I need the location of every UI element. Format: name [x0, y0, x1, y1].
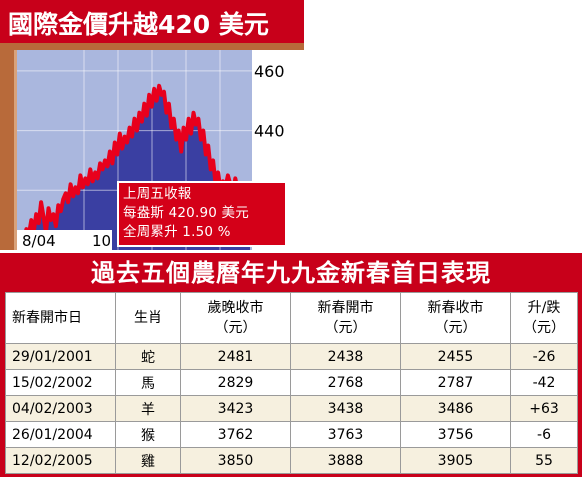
price-line [17, 83, 252, 250]
table-cell: 26/01/2004 [5, 421, 116, 448]
column-header: 生肖 [115, 292, 181, 344]
table-cell: 2787 [400, 369, 511, 396]
x-axis-label-band [17, 230, 112, 250]
column-header-line: 新春開市日 [12, 310, 82, 326]
table-cell: 2438 [290, 343, 401, 370]
column-header: 新春開市 （元） [290, 292, 401, 344]
table-row: 29/01/2001 蛇 2481 2438 2455 -26 [5, 343, 578, 370]
table-row: 12/02/2005 雞 3850 3888 3905 55 [5, 447, 578, 474]
column-header-line: 生肖 [134, 310, 162, 326]
table-cell: 2455 [400, 343, 511, 370]
table-cell: +63 [510, 395, 578, 422]
table-cell: 3888 [290, 447, 401, 474]
column-header-line: （元） [214, 320, 257, 336]
table-cell: 15/02/2002 [5, 369, 116, 396]
table-cell: 29/01/2001 [5, 343, 116, 370]
column-header: 新春收市 （元） [400, 292, 511, 344]
column-header-line: （元） [324, 320, 367, 336]
table-cell: 55 [510, 447, 578, 474]
table-row: 26/01/2004 猴 3762 3763 3756 -6 [5, 421, 578, 448]
column-header-line: （元） [434, 320, 477, 336]
callout-line-2: 每盎斯 420.90 美元 [123, 205, 249, 221]
callout-line-1: 上周五收報 [123, 186, 192, 202]
price-callout: 上周五收報 每盎斯 420.90 美元 全周累升 1.50 % [117, 181, 287, 247]
table-cell: 3756 [400, 421, 511, 448]
performance-table-panel: 過去五個農曆年九九金新春首日表現 新春開市日 生肖 歲晚收市 （元） 新春開市 （元） 新春… [0, 253, 582, 477]
table-cell: 3905 [400, 447, 511, 474]
column-header-line: 歲晚收市 [207, 300, 264, 316]
table-cell: 12/02/2005 [5, 447, 116, 474]
table-cell: 04/02/2003 [5, 395, 116, 422]
table-cell: 3850 [180, 447, 291, 474]
table-cell: 羊 [115, 395, 181, 422]
column-header-line: 新春收市 [427, 300, 484, 316]
table-row: 04/02/2003 羊 3423 3438 3486 +63 [5, 395, 578, 422]
table-cell: -42 [510, 369, 578, 396]
x-tick-label: 8/04 [22, 232, 56, 250]
column-header: 歲晚收市 （元） [180, 292, 291, 344]
table-cell: 猴 [115, 421, 181, 448]
table-cell: -26 [510, 343, 578, 370]
table-cell: 馬 [115, 369, 181, 396]
table-cell: 3423 [180, 395, 291, 422]
table-header-row: 新春開市日 生肖 歲晚收市 （元） 新春開市 （元） 新春收市 （元） 升/跌 （元） [5, 292, 578, 344]
column-header-line: 新春開市 [317, 300, 374, 316]
column-header: 新春開市日 [5, 292, 116, 344]
chart-frame-top [0, 43, 304, 50]
table-cell: 雞 [115, 447, 181, 474]
table-row: 15/02/2002 馬 2829 2768 2787 -42 [5, 369, 578, 396]
performance-table: 新春開市日 生肖 歲晚收市 （元） 新春開市 （元） 新春收市 （元） 升/跌 （元） 29/01… [5, 292, 578, 474]
chart-frame-edge [14, 50, 17, 250]
table-cell: 3762 [180, 421, 291, 448]
table-title: 過去五個農曆年九九金新春首日表現 [91, 259, 491, 287]
column-header-line: （元） [523, 320, 565, 336]
table-cell: 3438 [290, 395, 401, 422]
table-cell: 2481 [180, 343, 291, 370]
y-tick-label: 440 [254, 122, 285, 141]
table-cell: 2829 [180, 369, 291, 396]
column-header: 升/跌 （元） [510, 292, 578, 344]
table-cell: 2768 [290, 369, 401, 396]
chart-frame-left [0, 43, 16, 250]
callout-line-3: 全周累升 1.50 % [123, 224, 231, 240]
table-cell: -6 [510, 421, 578, 448]
x-tick-label: 10 [92, 232, 111, 250]
headline-bar [0, 0, 304, 43]
table-cell: 3486 [400, 395, 511, 422]
table-cell: 蛇 [115, 343, 181, 370]
column-header-line: 升/跌 [527, 300, 561, 316]
table-cell: 3763 [290, 421, 401, 448]
y-tick-label: 460 [254, 62, 285, 81]
headline: 國際金價升越420 美元 [8, 10, 269, 39]
